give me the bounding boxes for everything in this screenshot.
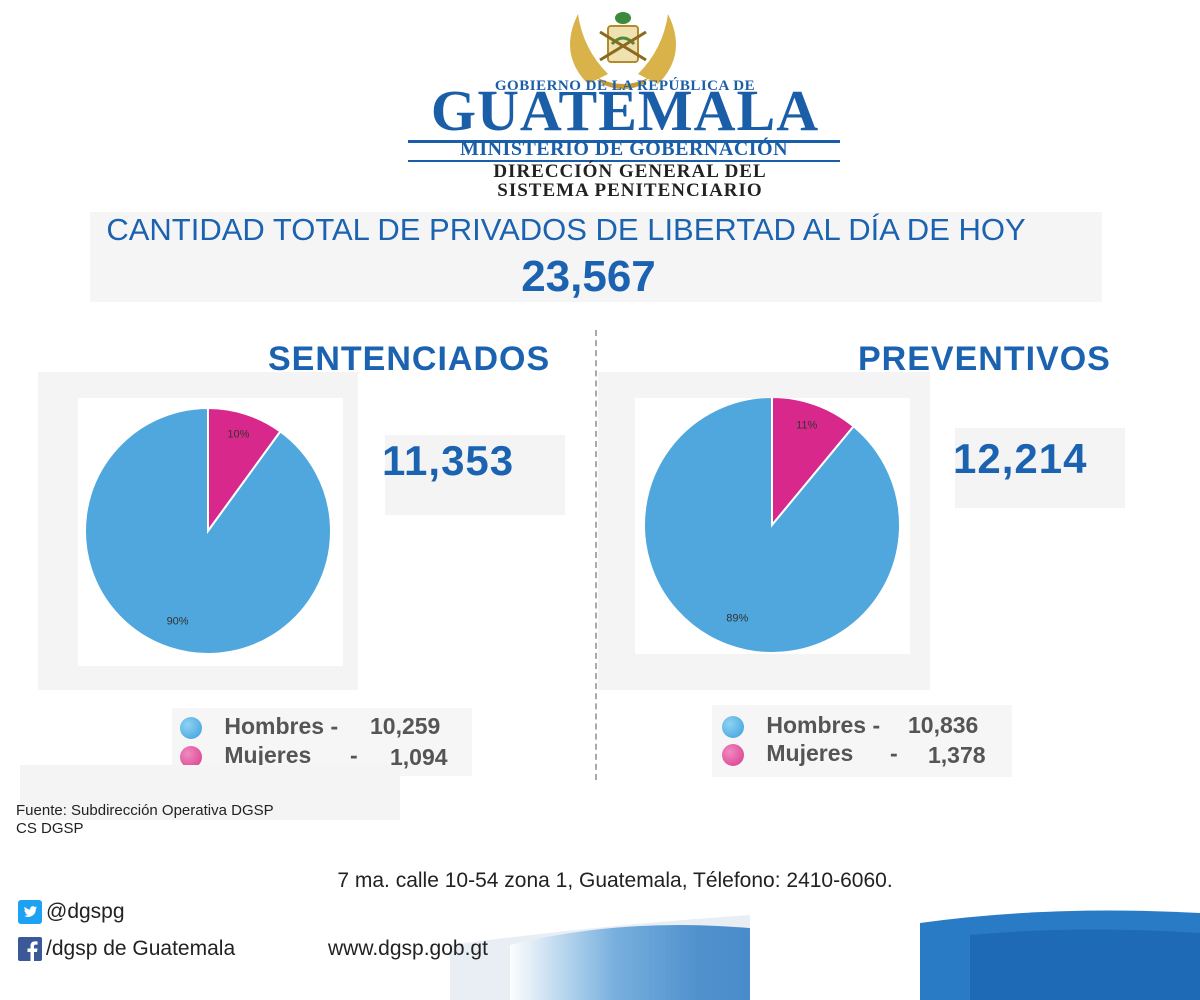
coat-of-arms-emblem xyxy=(570,12,676,89)
sentenciados-title: SENTENCIADOS xyxy=(268,340,551,378)
twitter-icon xyxy=(18,900,42,925)
preventivos-mujeres-dash: - xyxy=(890,740,898,766)
preventivos-total-panel xyxy=(955,428,1125,508)
sentenciados-hombres-value: 10,259 xyxy=(370,713,441,739)
mujeres-dot-icon xyxy=(722,743,744,766)
sentenciados-legend-panel xyxy=(172,708,472,776)
pie-slice-hombres xyxy=(643,398,901,654)
sentenciados-total: 11,353 xyxy=(382,437,515,484)
total-title: CANTIDAD TOTAL DE PRIVADOS DE LIBERTAD A… xyxy=(106,212,1026,247)
pie-label-mujeres: 10% xyxy=(227,428,249,440)
legend-label: Hombres - xyxy=(224,713,339,739)
facebook-text[interactable]: /dgsp de Guatemala xyxy=(46,937,236,960)
sentenciados-mujeres-dash: - xyxy=(350,742,358,768)
hombres-dot-icon xyxy=(722,715,744,738)
preventivos-mujeres-value: 1,378 xyxy=(928,742,986,768)
sentenciados-legend-hombres: Hombres - xyxy=(180,713,338,740)
preventivos-title: PREVENTIVOS xyxy=(858,340,1111,378)
source-panel xyxy=(20,765,400,820)
hombres-dot-icon xyxy=(180,716,202,739)
header-rule-bottom xyxy=(408,160,840,162)
total-value: 23,567 xyxy=(521,252,656,301)
source-line-1: Fuente: Subdirección Operativa DGSP xyxy=(16,802,274,819)
preventivos-legend-hombres: Hombres - xyxy=(722,712,880,739)
preventivos-pie-chart: 11% 89% xyxy=(643,398,901,654)
pie-label-mujeres: 11% xyxy=(796,420,817,432)
ministry-title: MINISTERIO DE GOBERNACIÓN xyxy=(459,138,789,160)
direction-line-2: SISTEMA PENITENCIARIO xyxy=(497,180,763,201)
legend-label: Mujeres xyxy=(766,740,854,766)
facebook-icon xyxy=(18,937,42,962)
pie-slice-mujeres xyxy=(771,398,855,528)
total-panel xyxy=(90,212,1102,302)
section-divider xyxy=(595,330,597,780)
flag-banner xyxy=(450,910,1200,1000)
sentenciados-pie-chart: 10% 90% xyxy=(84,406,332,655)
address: 7 ma. calle 10-54 zona 1, Guatemala, Tél… xyxy=(337,869,893,892)
mujeres-dot-icon xyxy=(180,745,202,768)
sentenciados-total-panel xyxy=(385,435,565,515)
country-title: GUATEMALA xyxy=(430,78,820,143)
pie-label-hombres: 90% xyxy=(167,616,189,628)
sentenciados-legend-mujeres: Mujeres xyxy=(180,742,311,769)
twitter-text[interactable]: @dgspg xyxy=(46,900,125,923)
direction-line-1: DIRECCIÓN GENERAL DEL xyxy=(493,161,767,182)
preventivos-legend-panel xyxy=(712,705,1012,777)
pie-slice-hombres xyxy=(84,406,332,655)
header-rule-top xyxy=(408,140,840,143)
legend-label: Mujeres xyxy=(224,742,312,768)
pie-label-hombres: 89% xyxy=(726,612,748,624)
pie-slice-mujeres xyxy=(207,406,282,535)
government-line: GOBIERNO DE LA REPÚBLICA DE xyxy=(494,78,756,94)
preventivos-total: 12,214 xyxy=(953,435,1088,482)
website-link[interactable]: www.dgsp.gob.gt xyxy=(328,937,488,960)
legend-label: Hombres - xyxy=(766,712,881,738)
preventivos-legend-mujeres: Mujeres xyxy=(722,740,853,767)
source-line-2: CS DGSP xyxy=(16,820,84,837)
preventivos-hombres-value: 10,836 xyxy=(908,712,979,738)
twitter-handle[interactable]: @dgspg xyxy=(18,900,125,925)
source-note: Fuente: Subdirección Operativa DGSP CS D… xyxy=(16,802,274,838)
facebook-page[interactable]: /dgsp de Guatemala xyxy=(18,937,236,962)
